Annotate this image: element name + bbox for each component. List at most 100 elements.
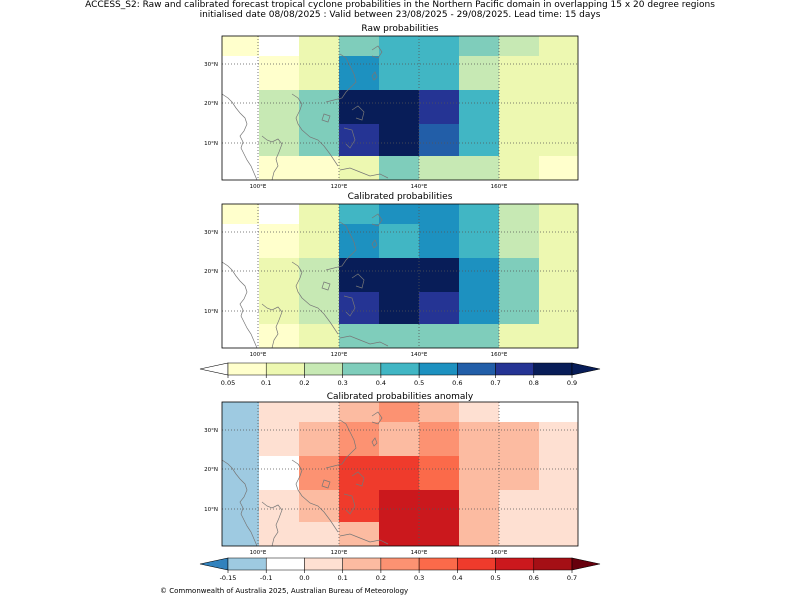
longitude-label: 140°E	[411, 184, 428, 190]
colorbar-tick-label: 0.4	[452, 574, 462, 582]
colorbar-segment	[533, 362, 573, 376]
longitude-label: 160°E	[491, 352, 508, 358]
probability-cell	[259, 156, 299, 180]
colorbar-tick-label: 0.4	[376, 379, 386, 387]
probability-cell	[419, 490, 459, 522]
latitude-label: 10°N	[204, 507, 218, 513]
probability-cell	[459, 490, 499, 522]
colorbar-segment	[495, 362, 535, 376]
probability-cell	[499, 124, 539, 156]
probability-cell	[419, 456, 459, 490]
colorbar-segment	[380, 362, 420, 376]
probability-cell	[539, 522, 578, 546]
coastline	[351, 105, 365, 121]
probability-cell	[499, 402, 539, 422]
colorbar-segment	[227, 362, 267, 376]
probability-cell	[339, 56, 379, 90]
latitude-label: 20°N	[204, 101, 218, 107]
colorbar-tick-label: 0.7	[490, 379, 500, 387]
coastline	[261, 135, 283, 181]
probability-cell	[459, 522, 499, 546]
probability-cell	[499, 522, 539, 546]
figure-subtitle: initialised date 08/08/2025 : Valid betw…	[199, 10, 601, 20]
colorbar-segment	[342, 362, 382, 376]
probability-cell	[339, 422, 379, 456]
probability-cell	[259, 56, 299, 90]
probability-cell	[299, 324, 339, 348]
probability-cell	[379, 522, 419, 546]
probability-cell	[539, 224, 578, 258]
probability-cell	[419, 402, 459, 422]
longitude-label: 100°E	[250, 184, 267, 190]
probability-cell	[339, 402, 379, 422]
probability-cell	[419, 522, 459, 546]
probability-cell	[259, 422, 299, 456]
probability-cell	[539, 422, 578, 456]
calibrated-probabilities-map: 100°E 120°E 140°E 160°E 30°N 20°N 10°N	[204, 203, 579, 358]
latitude-label: 20°N	[204, 467, 218, 473]
map-frame	[221, 203, 579, 349]
colorbar-tick-label: 0.9	[567, 379, 577, 387]
probability-cell	[419, 124, 459, 156]
longitude-label: 160°E	[491, 550, 508, 556]
probability-cell	[339, 204, 379, 224]
probability-cell	[222, 204, 259, 224]
probability-cell	[539, 402, 578, 422]
probability-cell	[299, 204, 339, 224]
longitude-label: 100°E	[250, 352, 267, 358]
probability-cell	[419, 204, 459, 224]
probability-cell	[539, 490, 578, 522]
colorbar-under-triangle	[199, 557, 229, 571]
probability-cell	[379, 402, 419, 422]
longitude-label: 120°E	[331, 550, 348, 556]
colorbar-under-triangle	[199, 362, 229, 376]
probability-cell	[339, 292, 379, 324]
probability-cell	[499, 56, 539, 90]
coastline	[339, 335, 389, 347]
probability-cell	[299, 224, 339, 258]
probability-cell	[299, 258, 339, 292]
probability-cell	[299, 402, 339, 422]
probability-cell	[419, 36, 459, 56]
colorbar-segment	[227, 557, 267, 571]
probability-cell	[459, 124, 499, 156]
copyright-notice: © Commonwealth of Australia 2025, Austra…	[160, 587, 409, 595]
longitude-label: 140°E	[411, 352, 428, 358]
coastline	[325, 53, 357, 103]
coastline	[325, 419, 357, 469]
colorbar-tick-label: 0.1	[337, 574, 347, 582]
raw-map-title: Raw probabilities	[361, 24, 439, 34]
probability-cell	[499, 90, 539, 124]
probability-cell	[222, 522, 259, 546]
probability-cell	[259, 324, 299, 348]
probability-cell	[379, 224, 419, 258]
probability-cell	[459, 224, 499, 258]
latitude-label: 10°N	[204, 141, 218, 147]
colorbar-segment	[304, 557, 343, 571]
colorbar-over-triangle	[571, 362, 601, 376]
coastline	[343, 127, 356, 149]
longitude-label: 140°E	[411, 550, 428, 556]
probability-cell	[339, 324, 379, 348]
probability-cell	[379, 36, 419, 56]
probability-cell	[499, 36, 539, 56]
probability-cell	[379, 456, 419, 490]
colorbar-segment	[495, 557, 535, 571]
latitude-label: 30°N	[204, 230, 218, 236]
colorbar-segment	[457, 362, 496, 376]
colorbar-tick-label: 0.6	[529, 574, 539, 582]
probability-cell	[339, 36, 379, 56]
probability-cell	[379, 324, 419, 348]
probability-cell	[299, 124, 339, 156]
colorbar-tick-label: 0.05	[221, 379, 235, 387]
coastline	[343, 295, 356, 317]
coastline	[371, 45, 383, 59]
probability-cell	[339, 490, 379, 522]
probability-cell	[299, 90, 339, 124]
coastline	[371, 71, 378, 81]
anomaly-map-title: Calibrated probabilities anomaly	[326, 392, 474, 402]
colorbar-segment	[457, 557, 496, 571]
probability-cell	[419, 324, 459, 348]
anomaly-map: 100°E 120°E 140°E 160°E 30°N 20°N 10°N	[204, 401, 579, 556]
probability-cell	[419, 258, 459, 292]
